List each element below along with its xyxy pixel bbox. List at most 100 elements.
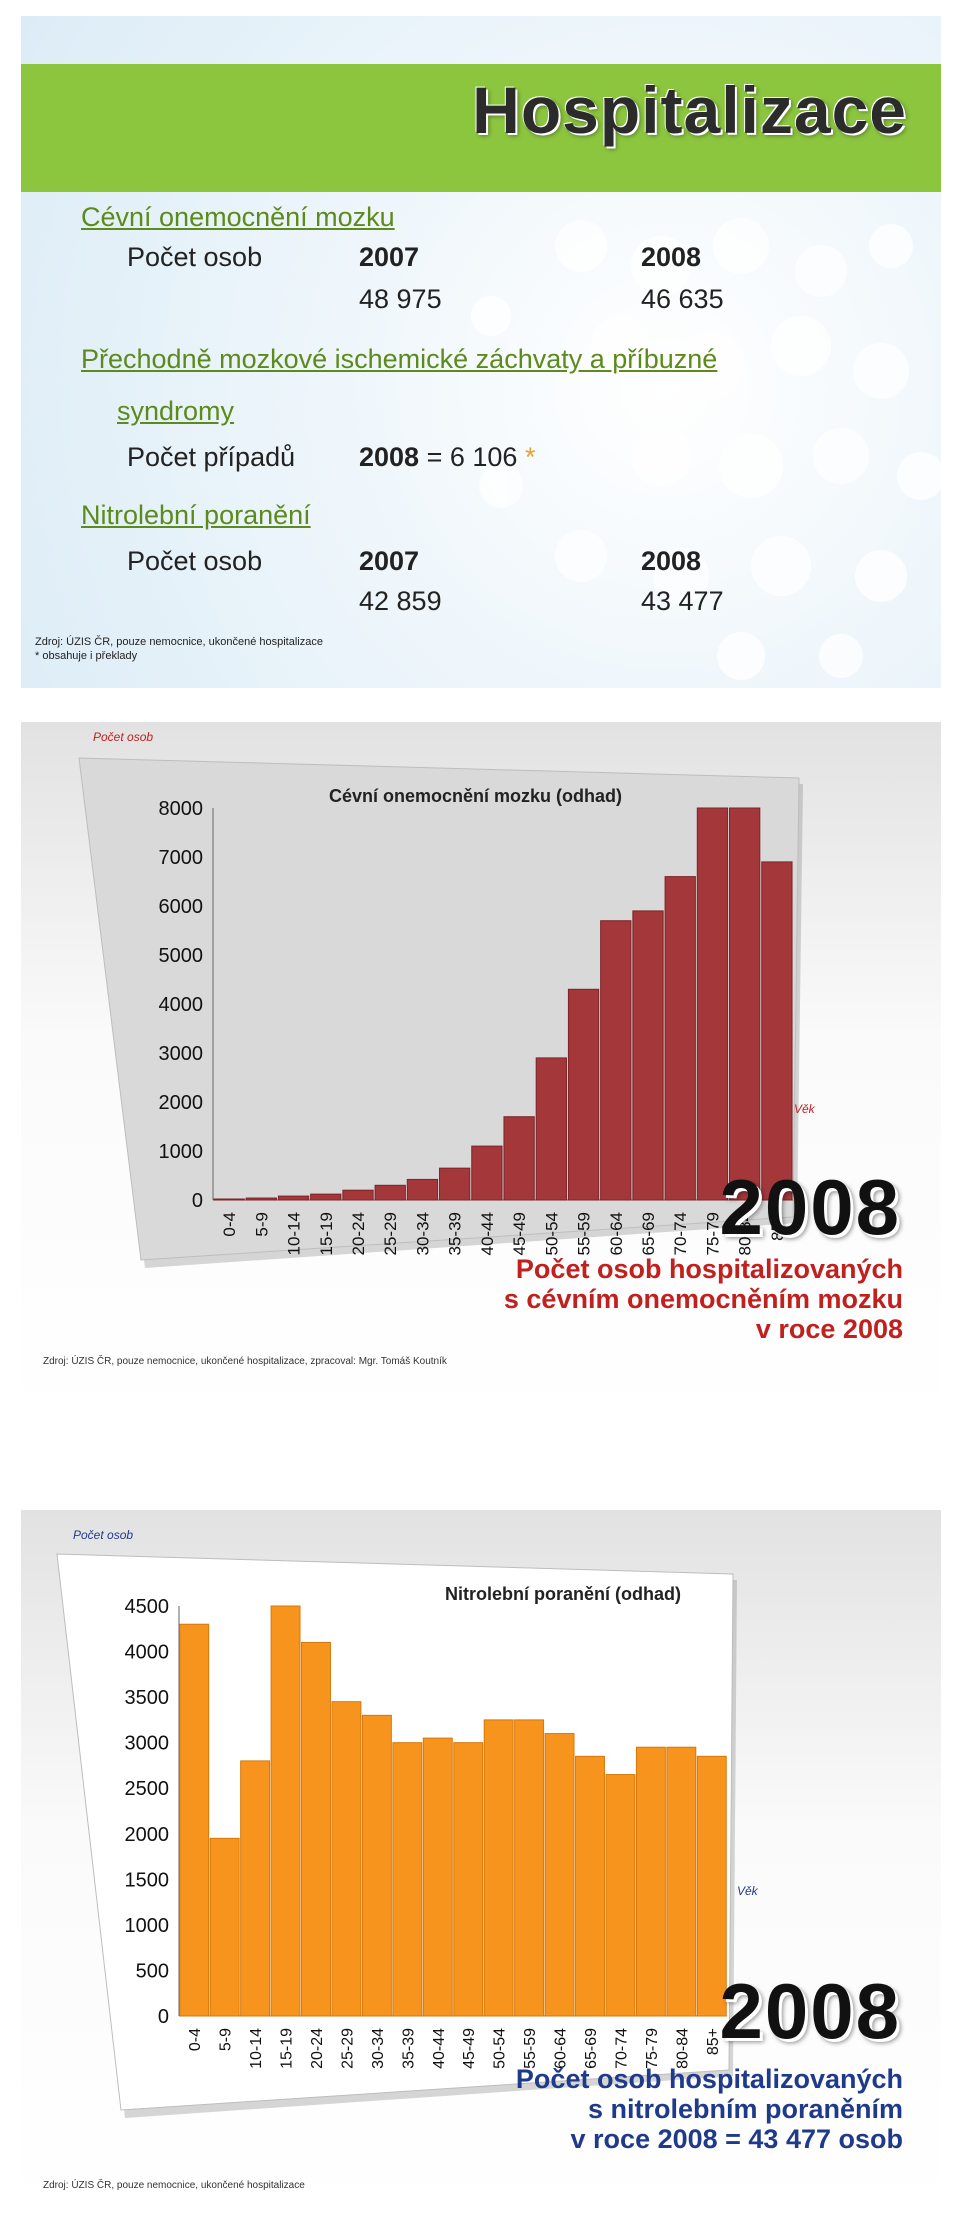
bar-5-9 [245, 1197, 277, 1201]
value-2007-1: 48 975 [359, 284, 442, 314]
caption-line-2: s nitrolebním poraněním [587, 2094, 903, 2124]
y-tick-label: 8000 [159, 798, 204, 820]
bar-15-19 [270, 1605, 301, 2017]
year-2008-1: 2008 [641, 242, 702, 272]
bar-85+ [696, 1755, 727, 2017]
slide-hospitalizace: Hospitalizace Cévní onemocnění mozku Poč… [21, 16, 941, 688]
bar-40-44 [471, 1145, 503, 1201]
bar-50-54 [483, 1719, 514, 2017]
bar-65-69 [575, 1755, 605, 2017]
value-pripady-year: 2008 [359, 442, 420, 472]
y-tick-label: 1500 [125, 1869, 170, 1891]
x-tick-label: 60-64 [607, 1212, 626, 1255]
caption-line-1: Počet osob hospitalizovaných [515, 2064, 903, 2094]
y-tick-label: 4000 [125, 1642, 170, 1664]
x-tick-label: 35-39 [400, 2028, 417, 2069]
label-pocet-osob-1: Počet osob [127, 242, 263, 272]
x-tick-label: 10-14 [248, 2028, 265, 2069]
y-tick-label: 2000 [159, 1092, 204, 1114]
chart-nitrolebni-poraneni: Nitrolební poranění (odhad) 0 500 1000 1500 2… [56, 1553, 737, 2118]
slide-title: Hospitalizace [472, 73, 907, 147]
bar-0-4 [179, 1623, 210, 2017]
slide-nitrolebni-chart: Nitrolební poranění (odhad) 0 500 1000 1500 2… [21, 1510, 941, 2208]
bar-50-54 [535, 1057, 567, 1201]
bar-65-69 [632, 910, 664, 1201]
x-tick-label: 5-9 [218, 2028, 235, 2051]
bar-40-44 [422, 1737, 453, 2017]
bar-60-64 [544, 1733, 575, 2017]
value-2008-1: 46 635 [641, 284, 724, 314]
x-tick-label: 20-24 [349, 1212, 368, 1255]
chart-caption: Počet osob hospitalizovaných s cévním on… [504, 1254, 903, 1344]
x-tick-label: 60-64 [553, 2028, 570, 2069]
slide-cevni-chart: Cévní onemocnění mozku (odhad) 0 1000 2000 3… [21, 722, 941, 1420]
bar-55-59 [567, 988, 600, 1201]
title-band [21, 64, 941, 192]
x-tick-label: 75-79 [703, 1212, 722, 1255]
y-tick-label: 0 [158, 2006, 169, 2028]
year-2008-3: 2008 [641, 546, 702, 576]
y-tick-label: 4500 [125, 1596, 170, 1618]
bar-70-74 [664, 876, 696, 1201]
bar-80-84 [666, 1746, 697, 2017]
y-tick-label: 6000 [159, 896, 204, 918]
caption-line-1: Počet osob hospitalizovaných [515, 1254, 903, 1284]
x-tick-label: 85+ [705, 2028, 722, 2055]
bar-10-14 [240, 1760, 271, 2017]
bar-75-79 [635, 1746, 666, 2017]
big-year: 2008 [719, 1967, 901, 2055]
x-tick-label: 30-34 [370, 2028, 387, 2069]
x-tick-label: 15-19 [317, 1212, 336, 1255]
y-tick-label: 5000 [159, 945, 204, 967]
x-tick-label: 80-84 [674, 2028, 691, 2069]
value-2007-3: 42 859 [359, 586, 442, 616]
heading-cevni-onemocneni: Cévní onemocnění mozku [81, 202, 395, 232]
value-2008-3: 43 477 [641, 586, 724, 616]
bar-30-34 [361, 1714, 392, 2017]
x-tick-label: 55-59 [522, 2028, 539, 2069]
x-tick-label: 70-74 [671, 1212, 690, 1255]
bar-25-29 [331, 1701, 362, 2017]
bar-70-74 [605, 1774, 636, 2017]
x-tick-label: 40-44 [478, 1212, 497, 1255]
slide-source: Zdroj: ÚZIS ČR, pouze nemocnice, ukončen… [43, 2180, 305, 2191]
chart-cevni-onemocneni: Cévní onemocnění mozku (odhad) 0 1000 2000 3… [78, 757, 803, 1268]
bar-15-19 [310, 1193, 342, 1201]
x-tick-label: 50-54 [492, 2028, 509, 2069]
heading-nitrolebni-poraneni: Nitrolební poranění [81, 500, 311, 530]
bar-75-79 [696, 807, 729, 1201]
year-2007-3: 2007 [359, 546, 420, 576]
bar-20-24 [301, 1641, 331, 2017]
bar-35-39 [392, 1742, 423, 2017]
y-tick-label: 3500 [125, 1687, 170, 1709]
x-tick-label: 40-44 [431, 2028, 448, 2069]
heading-prechodne-line2: syndromy [117, 396, 235, 426]
source-note: Zdroj: ÚZIS ČR, pouze nemocnice, ukončen… [35, 636, 323, 648]
chart-title: Nitrolební poranění (odhad) [445, 1584, 681, 1604]
y-tick-label: 7000 [159, 847, 204, 869]
y-tick-label: 2500 [125, 1778, 170, 1800]
asterisk-mark: * [524, 442, 536, 472]
caption-line-2: s cévním onemocněním mozku [503, 1284, 903, 1314]
bar-30-34 [406, 1178, 439, 1201]
x-tick-label: 30-34 [413, 1212, 432, 1255]
value-pripady: 2008 = 6 106 * [359, 442, 535, 473]
bar-35-39 [439, 1167, 471, 1201]
bar-20-24 [342, 1189, 374, 1201]
bar-45-49 [453, 1742, 484, 2017]
bar-85+ [761, 861, 793, 1201]
y-tick-label: 3000 [159, 1043, 204, 1065]
footnote-note: * obsahuje i překlady [35, 650, 138, 662]
value-pripady-number: = 6 106 [419, 442, 518, 472]
x-tick-label: 50-54 [542, 1212, 561, 1255]
x-tick-label: 45-49 [461, 2028, 478, 2069]
year-2007-1: 2007 [359, 242, 420, 272]
bar-80-84 [729, 807, 761, 1201]
chart-title: Cévní onemocnění mozku (odhad) [329, 786, 622, 806]
slide-source: Zdroj: ÚZIS ČR, pouze nemocnice, ukončen… [43, 1356, 447, 1367]
y-tick-label: 1000 [125, 1915, 170, 1937]
bar-10-14 [277, 1195, 310, 1201]
big-year: 2008 [719, 1163, 901, 1251]
y-tick-label: 0 [192, 1190, 203, 1212]
y-tick-label: 3000 [125, 1733, 170, 1755]
